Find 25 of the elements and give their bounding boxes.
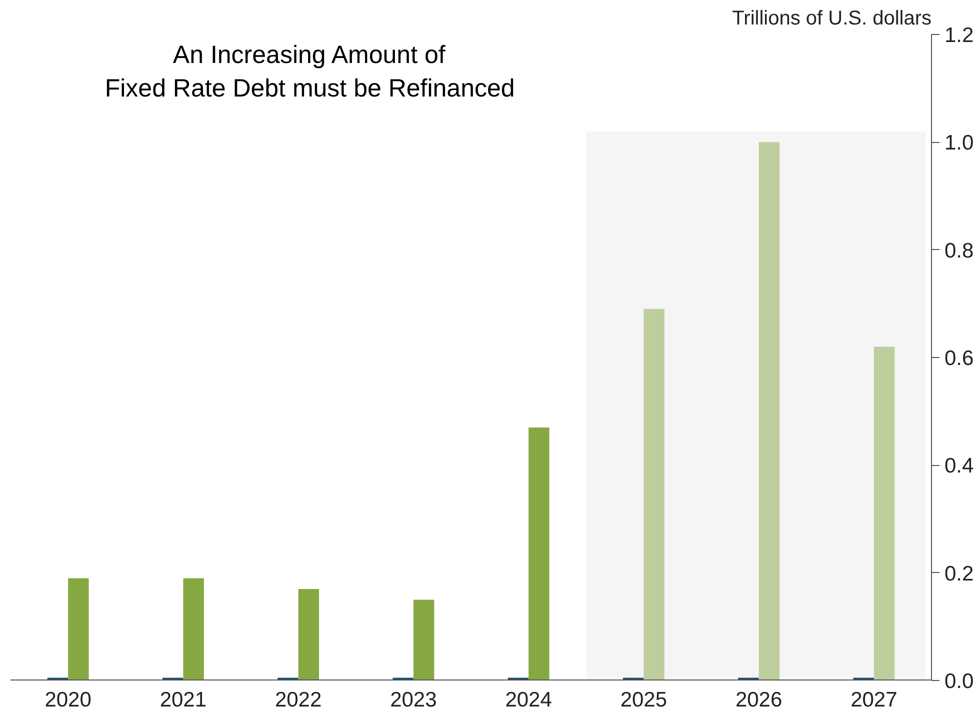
text: An Increasing Amount of Fixed Rate Debt must be Refinanced [104, 40, 515, 103]
x-tick-label: 2023 [390, 688, 437, 711]
bar [183, 578, 204, 680]
x-tick-label: 2027 [850, 688, 898, 711]
y-tick-label: 1.0 [944, 132, 974, 155]
y-tick-label: 0.0 [944, 670, 974, 693]
x-tick-label: 2020 [44, 688, 92, 711]
y-axis-title: Trillions of U.S. dollars [732, 8, 932, 30]
x-tick-label: 2021 [160, 688, 207, 711]
y-tick-label: 0.8 [944, 239, 974, 262]
bar [68, 578, 89, 680]
bar [413, 600, 434, 680]
bar [758, 142, 780, 680]
y-tick-label: 0.6 [944, 347, 974, 370]
bar [874, 346, 895, 680]
x-tick-label: 2024 [505, 688, 552, 711]
x-tick-label: 2025 [620, 688, 668, 711]
bar [644, 309, 664, 680]
bar [528, 427, 550, 680]
y-tick-label: 1.2 [944, 24, 974, 47]
y-tick-label: 0.2 [944, 562, 974, 586]
x-tick-label: 2026 [735, 688, 782, 711]
bar [298, 588, 320, 680]
x-tick-label: 2022 [274, 688, 322, 711]
y-tick-label: 0.4 [944, 454, 974, 478]
